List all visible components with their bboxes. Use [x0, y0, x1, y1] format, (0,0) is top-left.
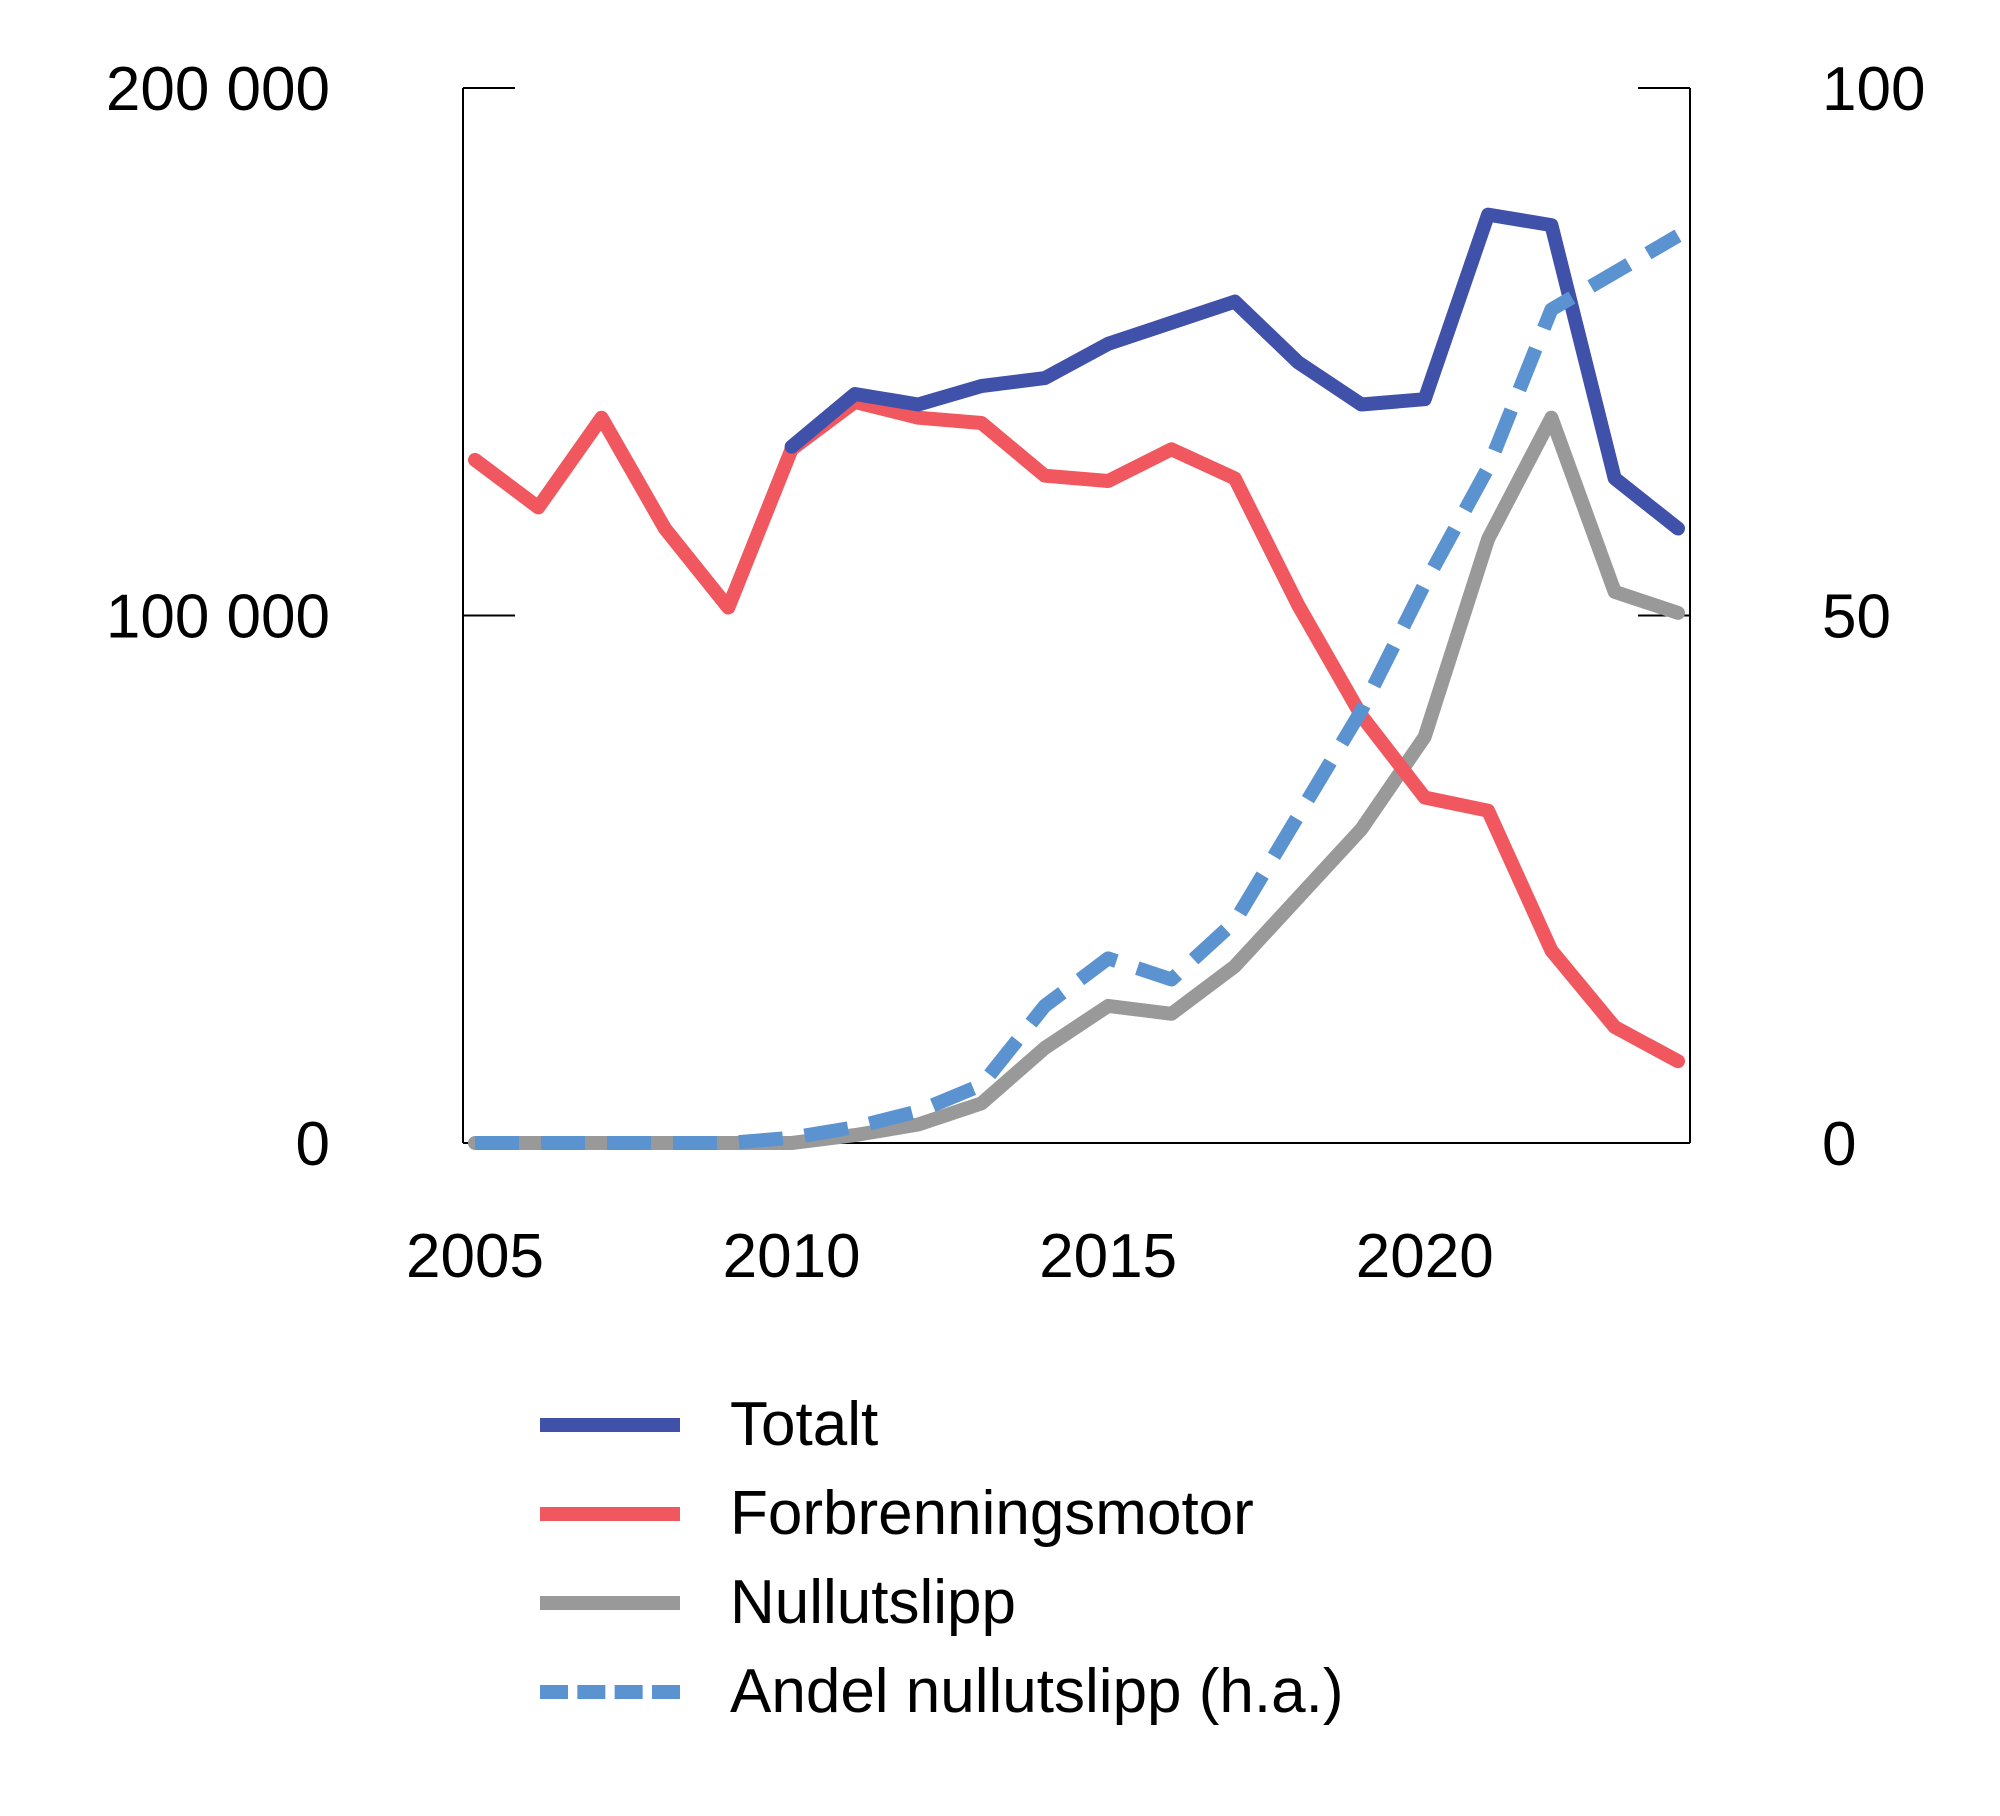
legend-swatch-totalt — [540, 1417, 680, 1432]
x-tick-label: 2005 — [406, 1222, 544, 1291]
series-line-andel-nullutslipp-h-a — [475, 229, 1682, 1150]
series-line-forbrenningsmotor — [468, 394, 1685, 1069]
plot-frame — [462, 88, 1691, 1144]
series-line-totalt — [784, 207, 1685, 536]
legend-label-totalt: Totalt — [730, 1390, 879, 1459]
axis-ticks — [463, 87, 1690, 1144]
legend-item-forbrenningsmotor: Forbrenningsmotor — [540, 1469, 1343, 1558]
series-layer — [468, 207, 1685, 1150]
legend-label-forbrenningsmotor: Forbrenningsmotor — [730, 1479, 1254, 1548]
legend-label-nullutslipp: Nullutslipp — [730, 1568, 1017, 1637]
legend-swatch-andel-nullutslipp — [540, 1684, 680, 1699]
x-tick-label: 2015 — [1039, 1222, 1177, 1291]
left-tick-label: 100 000 — [106, 583, 330, 652]
legend-swatch-nullutslipp — [540, 1595, 680, 1610]
x-tick-label: 2020 — [1356, 1222, 1494, 1291]
left-tick-label: 200 000 — [106, 55, 330, 124]
legend-swatch-forbrenningsmotor — [540, 1506, 680, 1521]
legend-item-andel-nullutslipp: Andel nullutslipp (h.a.) — [540, 1647, 1343, 1736]
legend-item-totalt: Totalt — [540, 1380, 1343, 1469]
right-tick-label: 50 — [1822, 583, 1891, 652]
x-tick-label: 2010 — [723, 1222, 861, 1291]
left-tick-label: 0 — [296, 1110, 330, 1179]
series-line-nullutslipp — [468, 410, 1685, 1150]
line-chart: 0 100 000 200 000 0 50 100 2005 2010 2015 2020 — [106, 55, 1926, 1291]
legend-item-nullutslipp: Nullutslipp — [540, 1558, 1343, 1647]
right-tick-label: 0 — [1822, 1110, 1856, 1179]
right-tick-label: 100 — [1822, 55, 1925, 124]
legend: Totalt Forbrenningsmotor Nullutslipp And… — [540, 1380, 1343, 1736]
tick-labels: 0 100 000 200 000 0 50 100 2005 2010 2015 2020 — [106, 55, 1926, 1291]
legend-label-andel-nullutslipp: Andel nullutslipp (h.a.) — [730, 1657, 1344, 1726]
